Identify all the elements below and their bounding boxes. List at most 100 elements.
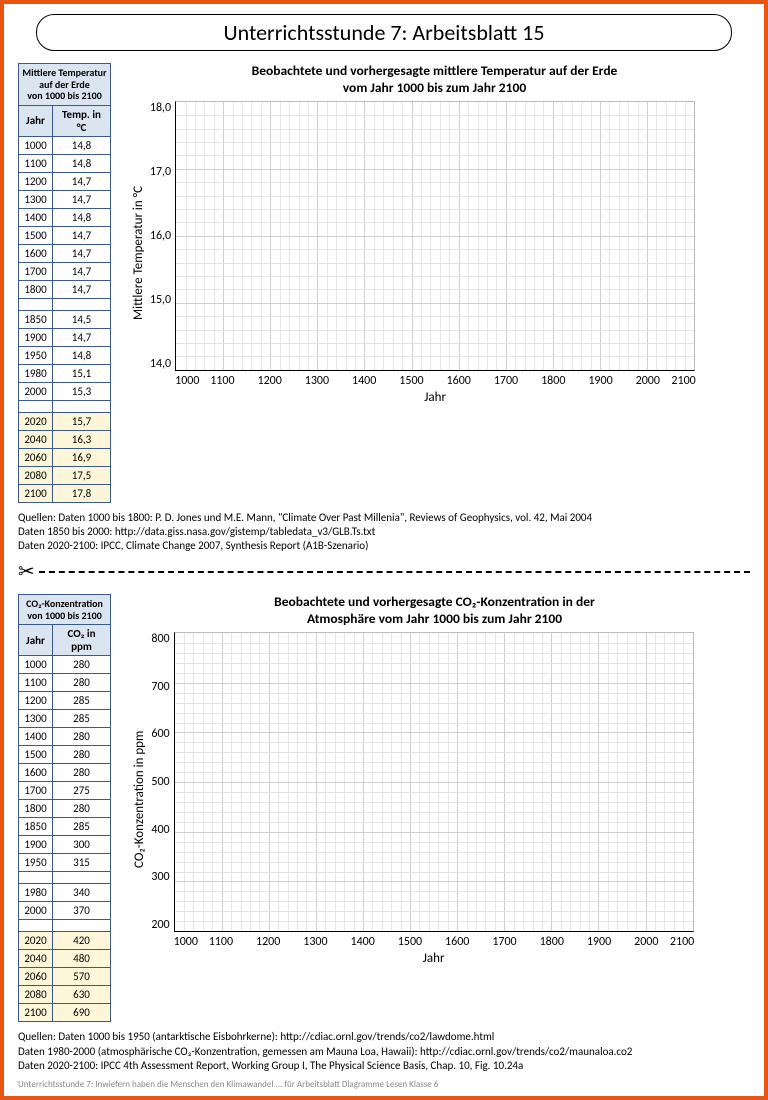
table-row: 1200285 xyxy=(19,692,111,710)
xtick-label: 2100 xyxy=(671,374,695,388)
xtick-label: 1600 xyxy=(434,935,481,949)
co2-ylabel: CO₂-Konzentration in ppm xyxy=(130,632,149,966)
xtick-label: 1600 xyxy=(435,374,482,388)
table-row: 120014,7 xyxy=(19,172,111,190)
table-row: 1500280 xyxy=(19,746,111,764)
ytick-label: 800 xyxy=(151,632,169,646)
co2-chart-title: Beobachtete und vorhergesagte CO₂-Konzen… xyxy=(274,594,595,628)
temp-col-year: Jahr xyxy=(19,105,53,136)
table-row: 2000370 xyxy=(19,902,111,920)
scissors-icon: ✂ xyxy=(18,559,35,584)
co2-yaxis: 800 700 600 500 400 300 200 xyxy=(149,632,173,932)
table-row: 190014,7 xyxy=(19,328,111,346)
xtick-label: 1700 xyxy=(481,935,528,949)
table-row: 150014,7 xyxy=(19,226,111,244)
co2-plot-area xyxy=(174,632,694,932)
xtick-label: 1400 xyxy=(339,935,386,949)
co2-table-title: CO₂-Konzentration von 1000 bis 2100 xyxy=(19,595,111,625)
cut-line: ✂ xyxy=(18,559,750,584)
ytick-label: 17,0 xyxy=(150,165,171,179)
table-row: 208017,5 xyxy=(19,466,111,484)
temp-col-val: Temp. in °C xyxy=(53,105,111,136)
table-row: 200015,3 xyxy=(19,382,111,400)
table-row: 2040480 xyxy=(19,950,111,968)
co2-section: CO₂-Konzentration von 1000 bis 2100 Jahr… xyxy=(18,594,750,1022)
table-row: 1900300 xyxy=(19,836,111,854)
co2-col-year: Jahr xyxy=(19,625,53,656)
ytick-label: 200 xyxy=(151,918,169,932)
temp-sources: Quellen: Daten 1000 bis 1800: P. D. Jone… xyxy=(18,511,750,554)
table-row: 160014,7 xyxy=(19,244,111,262)
page-title: Unterrichtsstunde 7: Arbeitsblatt 15 xyxy=(36,14,731,51)
table-row: 1300285 xyxy=(19,710,111,728)
ytick-label: 600 xyxy=(151,727,169,741)
xtick-label: 1100 xyxy=(197,935,244,949)
ytick-label: 18,0 xyxy=(150,101,171,115)
xtick-label: 1800 xyxy=(528,935,575,949)
table-row: 2100690 xyxy=(19,1004,111,1022)
table-row: 1100280 xyxy=(19,674,111,692)
table-row: 180014,7 xyxy=(19,280,111,298)
xtick-label: 1000 xyxy=(174,935,198,949)
table-row: 1950315 xyxy=(19,854,111,872)
xtick-label: 2000 xyxy=(623,935,670,949)
temp-ylabel: Mittlere Temperatur in °C xyxy=(129,101,148,405)
xtick-label: 1000 xyxy=(175,374,199,388)
xtick-label: 1200 xyxy=(245,935,292,949)
ytick-label: 300 xyxy=(151,870,169,884)
table-row: 110014,8 xyxy=(19,154,111,172)
temperature-chart: Beobachtete und vorhergesagte mittlere T… xyxy=(119,63,750,405)
table-row: 185014,5 xyxy=(19,310,111,328)
temp-xaxis: 1000110012001300140015001600170018001900… xyxy=(175,374,695,388)
xtick-label: 1300 xyxy=(293,374,340,388)
temp-chart-title: Beobachtete und vorhergesagte mittlere T… xyxy=(252,63,618,97)
table-row: 1600280 xyxy=(19,764,111,782)
table-row: 1000280 xyxy=(19,656,111,674)
table-row: 1850285 xyxy=(19,818,111,836)
ytick-label: 16,0 xyxy=(150,229,171,243)
temp-yaxis: 18,0 17,0 16,0 15,0 14,0 xyxy=(148,101,175,371)
temperature-table: Mittlere Temperatur auf der Erde von 100… xyxy=(18,63,111,503)
xtick-label: 1300 xyxy=(292,935,339,949)
ytick-label: 700 xyxy=(151,680,169,694)
xtick-label: 1400 xyxy=(341,374,388,388)
ytick-label: 14,0 xyxy=(150,357,171,371)
worksheet-page: Unterrichtsstunde 7: Arbeitsblatt 15 Mit… xyxy=(0,0,768,1100)
co2-chart: Beobachtete und vorhergesagte CO₂-Konzen… xyxy=(119,594,750,966)
co2-xaxis: 1000110012001300140015001600170018001900… xyxy=(174,935,694,949)
table-row: 2020420 xyxy=(19,932,111,950)
temp-xlabel: Jahr xyxy=(175,390,695,405)
xtick-label: 2100 xyxy=(670,935,694,949)
table-row: 1980340 xyxy=(19,884,111,902)
xtick-label: 1800 xyxy=(530,374,577,388)
ytick-label: 500 xyxy=(151,775,169,789)
table-row: 170014,7 xyxy=(19,262,111,280)
xtick-label: 1500 xyxy=(388,374,435,388)
xtick-label: 2000 xyxy=(624,374,671,388)
ytick-label: 400 xyxy=(151,823,169,837)
table-row: 202015,7 xyxy=(19,412,111,430)
cut-dashes xyxy=(39,571,750,573)
table-row: 198015,1 xyxy=(19,364,111,382)
table-row: 1700275 xyxy=(19,782,111,800)
xtick-label: 1700 xyxy=(482,374,529,388)
table-row: 2080630 xyxy=(19,986,111,1004)
xtick-label: 1500 xyxy=(386,935,433,949)
table-row: 130014,7 xyxy=(19,190,111,208)
table-row: 1800280 xyxy=(19,800,111,818)
co2-table: CO₂-Konzentration von 1000 bis 2100 Jahr… xyxy=(18,594,111,1022)
table-row: 206016,9 xyxy=(19,448,111,466)
xtick-label: 1200 xyxy=(246,374,293,388)
co2-col-val: CO₂ in ppm xyxy=(53,625,111,656)
temp-table-title: Mittlere Temperatur auf der Erde von 100… xyxy=(19,64,111,106)
table-row: 140014,8 xyxy=(19,208,111,226)
table-row: 1400280 xyxy=(19,728,111,746)
table-row: 195014,8 xyxy=(19,346,111,364)
table-row: 210017,8 xyxy=(19,484,111,502)
xtick-label: 1900 xyxy=(575,935,622,949)
table-row: 204016,3 xyxy=(19,430,111,448)
temp-plot-area xyxy=(175,101,695,371)
table-row: 100014,8 xyxy=(19,136,111,154)
xtick-label: 1900 xyxy=(577,374,624,388)
ytick-label: 15,0 xyxy=(150,293,171,307)
